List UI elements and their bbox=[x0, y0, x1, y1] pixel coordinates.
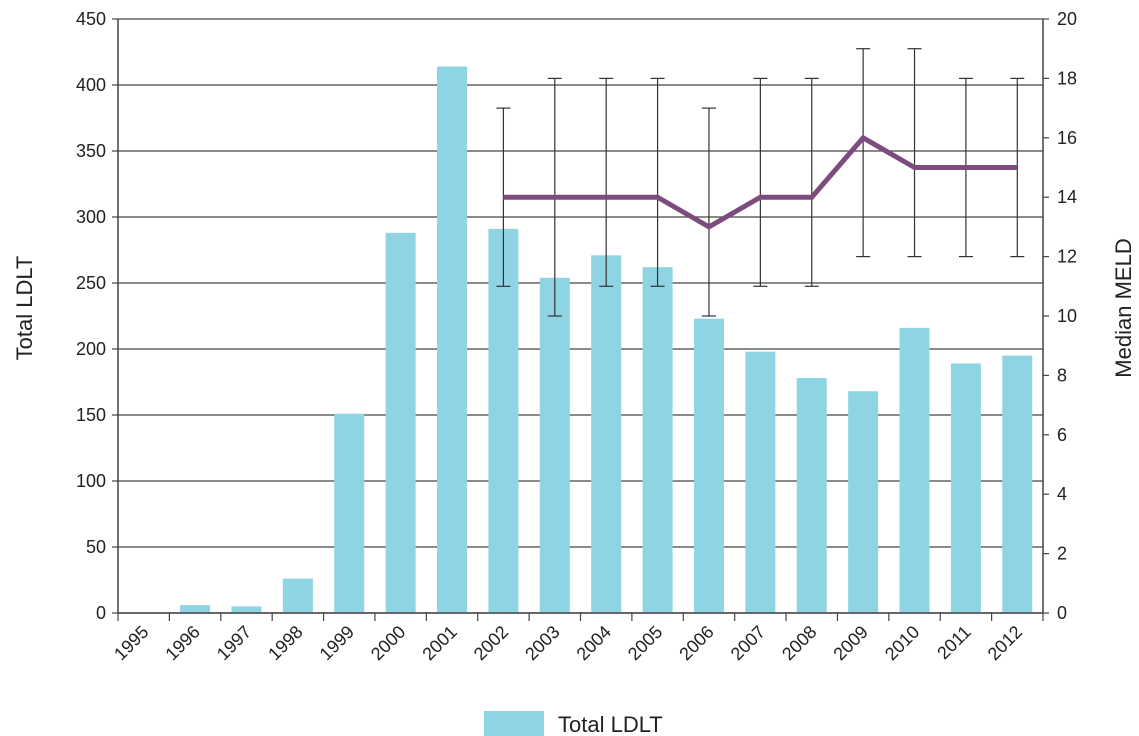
x-tick-label-2001: 2001 bbox=[418, 622, 460, 664]
x-tick-label-2002: 2002 bbox=[470, 622, 512, 664]
y-tick-label-100: 100 bbox=[76, 471, 106, 491]
x-tick-label-2007: 2007 bbox=[727, 622, 769, 664]
bar-2009 bbox=[848, 391, 879, 613]
bar-2006 bbox=[693, 318, 724, 613]
error-bar-2008 bbox=[804, 77, 819, 287]
x-tick-label-2011: 2011 bbox=[933, 622, 975, 664]
bar-2004 bbox=[591, 255, 622, 613]
meld-line-series bbox=[496, 48, 1025, 317]
bar-1998 bbox=[282, 578, 313, 613]
x-tick-label-2009: 2009 bbox=[830, 622, 872, 664]
legend: Total LDLT bbox=[484, 711, 663, 736]
y2-tick-label-0: 0 bbox=[1057, 603, 1067, 623]
x-tick-label-2006: 2006 bbox=[675, 622, 717, 664]
x-tick-label-1995: 1995 bbox=[110, 622, 152, 664]
y2-tick-label-2: 2 bbox=[1057, 544, 1067, 564]
bar-2001 bbox=[437, 66, 468, 613]
y2-tick-label-12: 12 bbox=[1057, 247, 1077, 267]
gridlines bbox=[118, 18, 1043, 614]
y-tick-label-200: 200 bbox=[76, 339, 106, 359]
x-tick-label-1999: 1999 bbox=[316, 622, 358, 664]
bar-2011 bbox=[950, 363, 981, 613]
y-tick-label-150: 150 bbox=[76, 405, 106, 425]
bar-2012 bbox=[1002, 355, 1033, 613]
legend-label-0: Total LDLT bbox=[558, 712, 663, 736]
x-tick-label-1998: 1998 bbox=[264, 622, 306, 664]
y2-tick-label-20: 20 bbox=[1057, 9, 1077, 29]
bars bbox=[180, 66, 1033, 613]
y-tick-label-450: 450 bbox=[76, 9, 106, 29]
y2-tick-label-16: 16 bbox=[1057, 128, 1077, 148]
y-tick-label-50: 50 bbox=[86, 537, 106, 557]
y-tick-label-300: 300 bbox=[76, 207, 106, 227]
y-tick-label-0: 0 bbox=[96, 603, 106, 623]
bar-2003 bbox=[539, 277, 570, 613]
y2-tick-label-4: 4 bbox=[1057, 484, 1067, 504]
y-tick-label-250: 250 bbox=[76, 273, 106, 293]
error-bar-2010 bbox=[907, 48, 922, 258]
error-bar-2004 bbox=[599, 77, 614, 287]
x-tick-label-1996: 1996 bbox=[161, 622, 203, 664]
y-axis-title: Total LDLT bbox=[12, 256, 37, 361]
x-tick-label-1997: 1997 bbox=[213, 622, 255, 664]
error-bar-2006 bbox=[701, 107, 716, 317]
y-tick-label-400: 400 bbox=[76, 75, 106, 95]
bar-2000 bbox=[385, 232, 416, 613]
y2-tick-label-8: 8 bbox=[1057, 365, 1067, 385]
bar-1997 bbox=[231, 606, 262, 613]
legend-swatch-0 bbox=[484, 711, 544, 736]
bar-2008 bbox=[796, 378, 827, 613]
y-tick-label-350: 350 bbox=[76, 141, 106, 161]
x-tick-label-2008: 2008 bbox=[778, 622, 820, 664]
bar-2007 bbox=[745, 351, 776, 613]
bar-1999 bbox=[334, 413, 365, 613]
x-tick-label-2000: 2000 bbox=[367, 622, 409, 664]
bar-2005 bbox=[642, 267, 673, 613]
y2-axis-title: Median MELD bbox=[1111, 238, 1136, 377]
bar-1996 bbox=[180, 605, 211, 613]
y2-tick-label-6: 6 bbox=[1057, 425, 1067, 445]
y2-tick-label-18: 18 bbox=[1057, 68, 1077, 88]
bar-2010 bbox=[899, 327, 930, 613]
x-tick-label-2005: 2005 bbox=[624, 622, 666, 664]
axes bbox=[112, 18, 1049, 621]
x-tick-label-2004: 2004 bbox=[573, 622, 615, 664]
error-bar-2007 bbox=[753, 77, 768, 287]
x-tick-label-2010: 2010 bbox=[881, 622, 923, 664]
x-tick-label-2003: 2003 bbox=[521, 622, 563, 664]
error-bar-2005 bbox=[650, 77, 665, 287]
error-bar-2009 bbox=[856, 48, 871, 258]
y2-tick-label-14: 14 bbox=[1057, 187, 1077, 207]
x-tick-label-2012: 2012 bbox=[984, 622, 1026, 664]
bar-2002 bbox=[488, 228, 519, 613]
y2-tick-label-10: 10 bbox=[1057, 306, 1077, 326]
